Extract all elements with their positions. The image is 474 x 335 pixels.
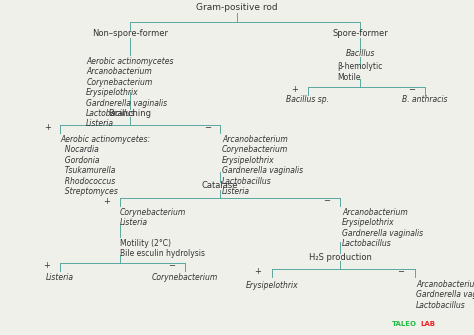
Text: −: − (398, 268, 404, 276)
Text: −: − (168, 262, 175, 270)
Text: +: + (45, 124, 52, 133)
Text: −: − (409, 85, 416, 94)
Text: Bacillus sp.: Bacillus sp. (286, 95, 329, 105)
Text: TALEO: TALEO (392, 321, 417, 327)
Text: B. anthracis: B. anthracis (402, 95, 448, 105)
Text: Arcanobacterium
Corynebacterium
Erysipelothrix
Gardnerella vaginalis
Lactobacill: Arcanobacterium Corynebacterium Erysipel… (222, 135, 303, 196)
Text: Catalase: Catalase (202, 182, 238, 191)
Text: Arcanobacterium
Erysipelothrix
Gardnerella vaginalis
Lactobacillus: Arcanobacterium Erysipelothrix Gardnerel… (342, 208, 423, 248)
Text: Motility (2°C)
Bile esculin hydrolysis: Motility (2°C) Bile esculin hydrolysis (120, 239, 205, 258)
Text: Aerobic actinomycetes:
  Nocardia
  Gordonia
  Tsukamurella
  Rhodococcus
  Stre: Aerobic actinomycetes: Nocardia Gordonia… (60, 135, 150, 196)
Text: −: − (323, 197, 330, 205)
Text: Gram-positive rod: Gram-positive rod (196, 3, 278, 12)
Text: Corynebacterium: Corynebacterium (152, 273, 218, 282)
Text: Corynebacterium
Listeria: Corynebacterium Listeria (120, 208, 186, 227)
Text: Erysipelothrix: Erysipelothrix (246, 280, 298, 289)
Text: H₂S production: H₂S production (309, 253, 372, 262)
Text: LAB: LAB (420, 321, 435, 327)
Text: −: − (204, 124, 211, 133)
Text: Spore-former: Spore-former (332, 29, 388, 39)
Text: Bacillus: Bacillus (346, 50, 374, 59)
Text: +: + (292, 85, 299, 94)
Text: Aerobic actinomycetes
Arcanobacterium
Corynebacterium
Erysipelothrix
Gardnerella: Aerobic actinomycetes Arcanobacterium Co… (86, 57, 174, 128)
Text: +: + (103, 197, 110, 205)
Text: Non–spore-former: Non–spore-former (92, 29, 168, 39)
Text: +: + (255, 268, 262, 276)
Text: +: + (44, 262, 50, 270)
Text: β-hemolytic
Motile: β-hemolytic Motile (337, 62, 383, 82)
Text: Listeria: Listeria (46, 273, 74, 282)
Text: Branching: Branching (109, 109, 152, 118)
Text: Arcanobacterium
Gardnerella vaginalis
Lactobacillus: Arcanobacterium Gardnerella vaginalis La… (416, 280, 474, 310)
